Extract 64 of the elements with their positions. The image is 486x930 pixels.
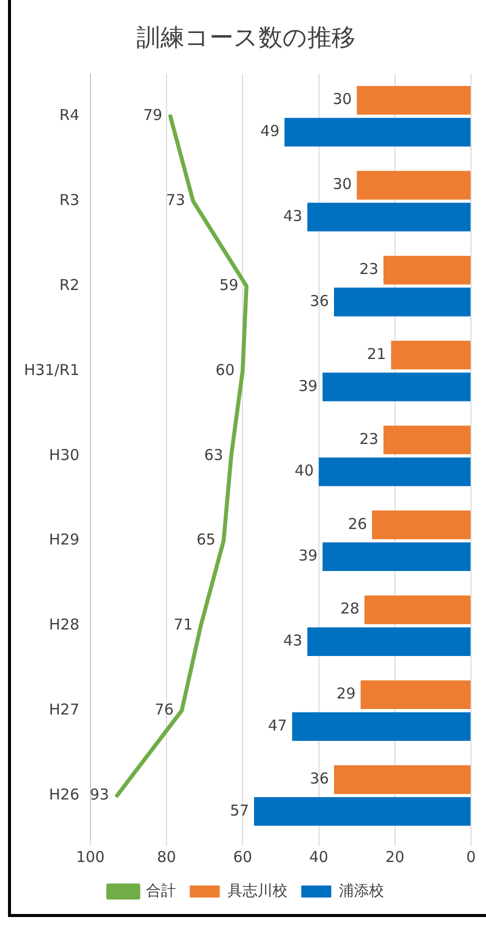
y-tick-label: R2 (59, 276, 80, 294)
legend-label: 浦添校 (338, 881, 384, 900)
data-label: 36 (310, 770, 329, 788)
bar (360, 680, 470, 710)
data-label: 43 (283, 206, 302, 225)
data-label: 65 (196, 530, 216, 549)
data-label: 79 (143, 106, 162, 124)
bar (307, 627, 470, 656)
y-tick-label: H28 (49, 616, 80, 634)
bar (372, 510, 470, 540)
x-tick-label: 100 (76, 848, 105, 866)
y-tick-label: R3 (59, 191, 80, 210)
data-label: 63 (204, 446, 224, 464)
bar (364, 595, 470, 624)
bar (254, 797, 470, 826)
data-label: 39 (298, 546, 318, 565)
bar (284, 118, 470, 147)
bar (383, 256, 470, 284)
data-label: 60 (216, 360, 235, 379)
data-label: 39 (298, 376, 318, 395)
data-label: 26 (348, 514, 368, 533)
bar (307, 202, 470, 232)
data-label: 23 (359, 430, 378, 448)
data-label: 57 (230, 801, 250, 820)
data-label: 93 (90, 785, 110, 804)
bar (383, 426, 470, 454)
data-label: 36 (310, 292, 329, 310)
data-label: 40 (294, 462, 314, 480)
data-label: 28 (340, 600, 360, 618)
x-tick-label: 80 (156, 848, 176, 866)
data-label: 71 (174, 616, 193, 634)
bar (391, 340, 470, 370)
data-label: 21 (366, 344, 386, 363)
legend-label: 合計 (146, 881, 176, 900)
data-label: 59 (219, 276, 238, 294)
x-tick-label: 0 (466, 848, 476, 866)
y-tick-label: H31/R1 (24, 360, 80, 379)
chart-title: 訓練コース数の推移 (136, 24, 356, 52)
y-tick-label: H30 (49, 446, 80, 464)
data-label: 49 (260, 122, 280, 140)
bar (322, 542, 470, 572)
data-label: 73 (166, 191, 186, 210)
y-tick-label: H27 (49, 700, 80, 719)
data-label: 76 (154, 700, 174, 719)
data-label: 29 (336, 684, 356, 703)
bar (356, 86, 470, 115)
bar (334, 765, 470, 794)
bar (318, 457, 470, 486)
y-tick-label: H26 (49, 785, 80, 804)
data-label: 30 (332, 175, 352, 194)
x-tick-label: 20 (385, 848, 404, 866)
bar (322, 372, 470, 402)
y-tick-label: H29 (49, 530, 80, 549)
y-tick-label: R4 (59, 106, 80, 124)
bar (356, 170, 470, 200)
legend-label: 具志川校 (227, 881, 288, 900)
bar (334, 288, 470, 316)
x-tick-label: 40 (309, 848, 328, 866)
data-label: 47 (268, 716, 288, 734)
data-label: 23 (359, 260, 378, 278)
data-label: 30 (332, 90, 352, 108)
bar (292, 712, 470, 741)
data-label: 43 (283, 632, 302, 650)
x-tick-label: 60 (233, 848, 252, 866)
